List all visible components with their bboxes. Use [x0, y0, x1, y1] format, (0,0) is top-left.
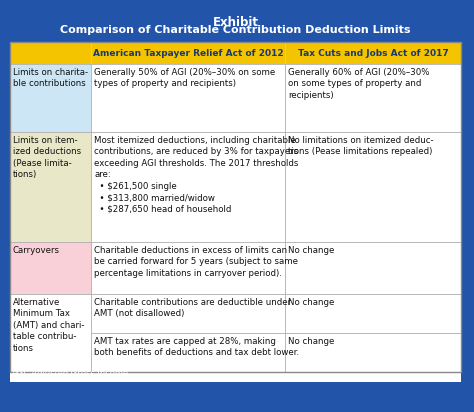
- Bar: [285, 242, 461, 294]
- Text: Exhibit: Exhibit: [212, 16, 258, 29]
- Bar: [91, 42, 285, 64]
- Text: Charitable deductions in excess of limits can
be carried forward for 5 years (su: Charitable deductions in excess of limit…: [94, 246, 299, 278]
- Text: No change: No change: [288, 337, 335, 346]
- Text: Tax Cuts and Jobs Act of 2017: Tax Cuts and Jobs Act of 2017: [298, 49, 448, 58]
- Bar: [285, 333, 461, 372]
- Text: Most itemized deductions, including charitable
contributions, are reduced by 3% : Most itemized deductions, including char…: [94, 136, 299, 214]
- Text: Carryovers: Carryovers: [13, 246, 60, 255]
- Bar: [10, 64, 91, 132]
- Text: American Taxpayer Relief Act of 2012: American Taxpayer Relief Act of 2012: [93, 49, 283, 58]
- Bar: [10, 42, 461, 372]
- Bar: [10, 132, 91, 242]
- Bar: [91, 242, 285, 294]
- Bar: [10, 42, 461, 382]
- Bar: [285, 294, 461, 333]
- Bar: [91, 333, 285, 372]
- Bar: [91, 294, 285, 333]
- Bar: [285, 132, 461, 242]
- Text: AMT tax rates are capped at 28%, making
both benefits of deductions and tax debt: AMT tax rates are capped at 28%, making …: [94, 337, 300, 358]
- Bar: [10, 294, 91, 372]
- Text: Limits on charita-
ble contributions: Limits on charita- ble contributions: [13, 68, 88, 89]
- Text: Comparison of Charitable Contribution Deduction Limits: Comparison of Charitable Contribution De…: [60, 25, 411, 35]
- Text: Generally 50% of AGI (20%–30% on some
types of property and recipients): Generally 50% of AGI (20%–30% on some ty…: [94, 68, 276, 89]
- Bar: [10, 42, 91, 64]
- Text: No limitations on itemized deduc-
tions (Pease limitations repealed): No limitations on itemized deduc- tions …: [288, 136, 434, 157]
- Bar: [10, 242, 91, 294]
- Text: Limits on item-
ized deductions
(Pease limita-
tions): Limits on item- ized deductions (Pease l…: [13, 136, 81, 179]
- Text: No change: No change: [288, 298, 335, 307]
- Bar: [91, 64, 285, 132]
- Bar: [91, 132, 285, 242]
- Text: No change: No change: [288, 246, 335, 255]
- FancyBboxPatch shape: [2, 2, 469, 410]
- Text: AGI: Adjusted Gross Income: AGI: Adjusted Gross Income: [12, 369, 129, 378]
- Text: Alternative
Minimum Tax
(AMT) and chari-
table contribu-
tions: Alternative Minimum Tax (AMT) and chari-…: [13, 298, 84, 353]
- Bar: [285, 64, 461, 132]
- Bar: [285, 42, 461, 64]
- Text: Charitable contributions are deductible under
AMT (not disallowed): Charitable contributions are deductible …: [94, 298, 292, 318]
- Text: Generally 60% of AGI (20%–30%
on some types of property and
recipients): Generally 60% of AGI (20%–30% on some ty…: [288, 68, 429, 100]
